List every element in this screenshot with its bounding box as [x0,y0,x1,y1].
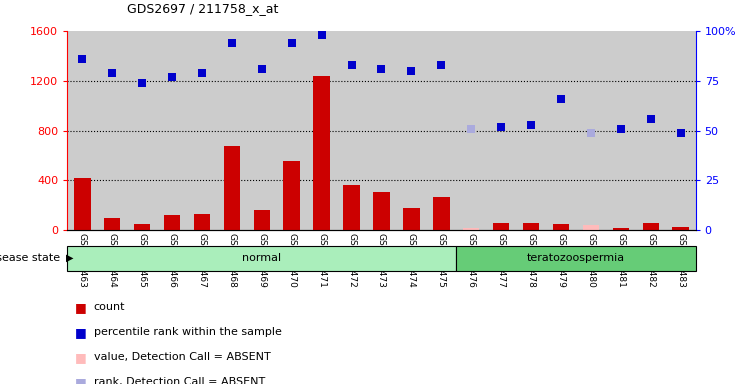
Bar [194,214,210,230]
Bar [576,31,606,230]
Text: ■: ■ [75,301,87,314]
Bar [307,31,337,230]
Bar [672,227,689,230]
Bar [74,178,91,230]
Text: ■: ■ [75,351,87,364]
Bar [313,76,330,230]
Bar [127,31,157,230]
Text: count: count [94,302,125,312]
Bar [553,224,569,230]
Bar [433,197,450,230]
Bar [283,161,300,230]
Bar [67,246,456,271]
Bar [426,31,456,230]
Bar [254,210,270,230]
Bar [104,218,120,230]
Text: ■: ■ [75,376,87,384]
Bar [396,31,426,230]
Text: value, Detection Call = ABSENT: value, Detection Call = ABSENT [94,352,270,362]
Bar [606,31,636,230]
Text: GDS2697 / 211758_x_at: GDS2697 / 211758_x_at [127,2,278,15]
Bar [367,31,396,230]
Bar [583,225,599,230]
Bar [217,31,247,230]
Text: teratozoospermia: teratozoospermia [527,253,625,263]
Bar [456,246,696,271]
Bar [157,31,187,230]
Bar [277,31,307,230]
Bar [164,215,180,230]
Text: ■: ■ [75,326,87,339]
Bar [463,228,479,230]
Bar [546,31,576,230]
Text: rank, Detection Call = ABSENT: rank, Detection Call = ABSENT [94,377,265,384]
Bar [523,223,539,230]
Text: normal: normal [242,253,281,263]
Text: disease state: disease state [0,253,64,263]
Bar [636,31,666,230]
Bar [247,31,277,230]
Bar [456,31,486,230]
Bar [337,31,367,230]
Text: ▶: ▶ [66,253,73,263]
Bar [613,228,629,230]
Text: percentile rank within the sample: percentile rank within the sample [94,327,281,337]
Bar [97,31,127,230]
Bar [643,223,659,230]
Bar [486,31,516,230]
Bar [343,185,360,230]
Bar [373,192,390,230]
Bar [403,208,420,230]
Bar [224,146,240,230]
Bar [666,31,696,230]
Bar [493,223,509,230]
Bar [134,224,150,230]
Bar [187,31,217,230]
Bar [516,31,546,230]
Bar [67,31,97,230]
